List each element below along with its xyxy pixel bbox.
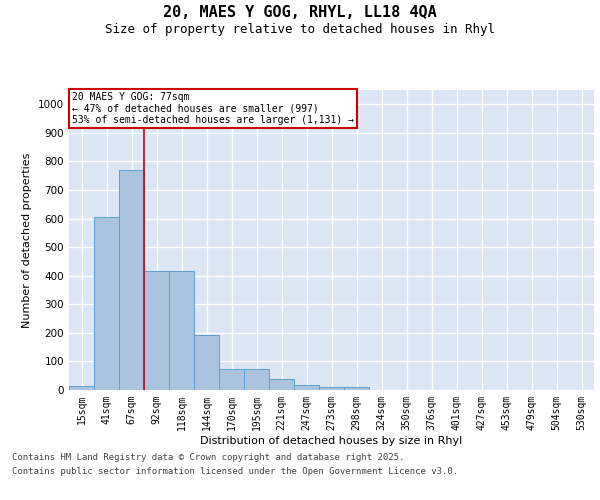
Text: Contains HM Land Registry data © Crown copyright and database right 2025.: Contains HM Land Registry data © Crown c… [12, 454, 404, 462]
Bar [344, 386, 369, 390]
Bar [269, 379, 294, 390]
Bar [294, 385, 319, 390]
Bar [69, 386, 94, 390]
X-axis label: Distribution of detached houses by size in Rhyl: Distribution of detached houses by size … [200, 436, 463, 446]
Text: 20 MAES Y GOG: 77sqm
← 47% of detached houses are smaller (997)
53% of semi-deta: 20 MAES Y GOG: 77sqm ← 47% of detached h… [71, 92, 353, 124]
Bar [244, 368, 269, 390]
Text: 20, MAES Y GOG, RHYL, LL18 4QA: 20, MAES Y GOG, RHYL, LL18 4QA [163, 5, 437, 20]
Bar [219, 368, 244, 390]
Text: Size of property relative to detached houses in Rhyl: Size of property relative to detached ho… [105, 22, 495, 36]
Bar [169, 272, 194, 390]
Bar [144, 272, 169, 390]
Bar [194, 335, 219, 390]
Y-axis label: Number of detached properties: Number of detached properties [22, 152, 32, 328]
Bar [119, 170, 144, 390]
Bar [94, 217, 119, 390]
Text: Contains public sector information licensed under the Open Government Licence v3: Contains public sector information licen… [12, 467, 458, 476]
Bar [319, 386, 344, 390]
